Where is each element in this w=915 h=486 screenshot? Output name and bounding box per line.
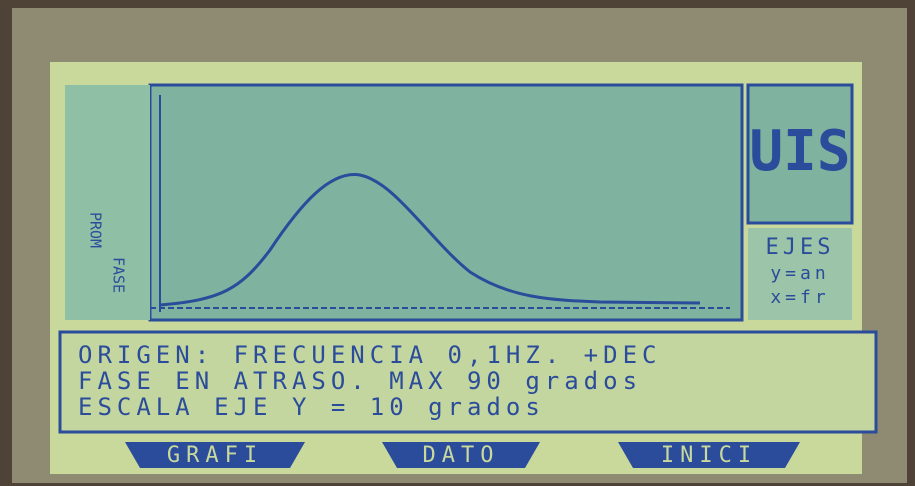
message-line: ORIGEN: FRECUENCIA 0,1HZ. +DEC xyxy=(78,341,661,369)
message-line: FASE EN ATRASO. MAX 90 grados xyxy=(78,367,642,395)
axes-line: y=an xyxy=(770,263,829,284)
y-label-area xyxy=(65,85,150,320)
button[interactable]: GRAFI xyxy=(125,442,305,468)
button-label[interactable]: DATO xyxy=(423,443,500,468)
y-label: PROM xyxy=(87,212,105,248)
logo: UIS xyxy=(749,119,850,184)
axes-line: x=fr xyxy=(770,287,829,308)
button[interactable]: INICI xyxy=(618,442,800,468)
page: PROM FASE UIS EJES y=an x=fr ORIGEN: FRE… xyxy=(0,0,915,486)
axes-title: EJES xyxy=(766,235,835,260)
device-screen: PROM FASE UIS EJES y=an x=fr ORIGEN: FRE… xyxy=(0,0,915,486)
button-label[interactable]: INICI xyxy=(661,443,757,468)
button[interactable]: DATO xyxy=(382,442,540,468)
message-line: ESCALA EJE Y = 10 grados xyxy=(78,393,545,421)
y-label: FASE xyxy=(110,257,128,293)
button-label[interactable]: GRAFI xyxy=(167,443,263,468)
